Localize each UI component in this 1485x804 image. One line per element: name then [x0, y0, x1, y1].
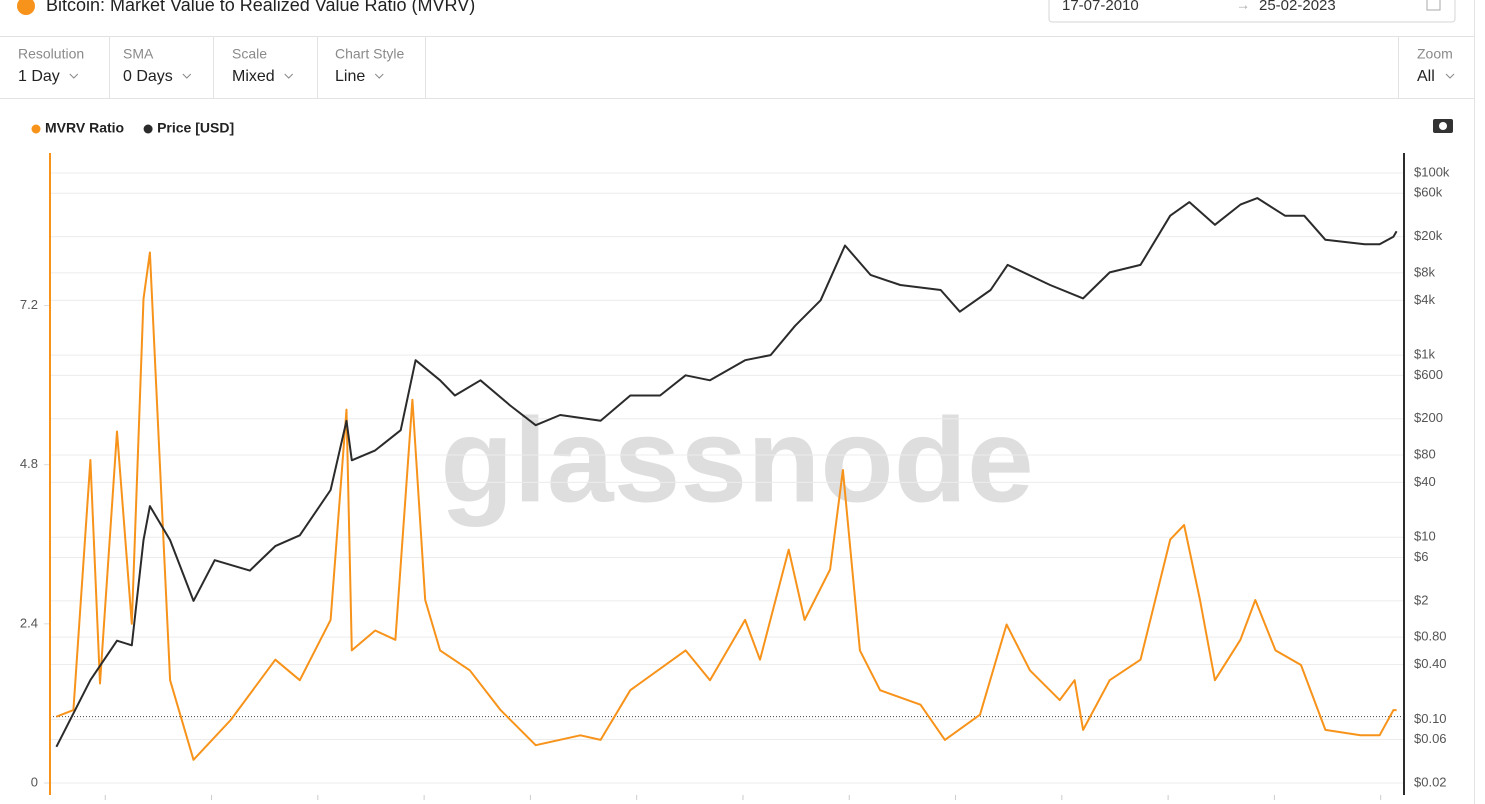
chevron — [182, 73, 192, 79]
y2-tick-label: $20k — [1414, 228, 1443, 243]
x-tick-label: 2020 — [1047, 801, 1076, 804]
y2-tick-label: $200 — [1414, 410, 1443, 425]
date-to[interactable]: 25-02-2023 — [1259, 0, 1336, 14]
legend-marker — [143, 124, 153, 134]
arrow: → — [1236, 0, 1250, 13]
x-tick-label: 2015 — [516, 801, 545, 804]
x-tick-label: 2013 — [303, 801, 332, 804]
x-tick-label: 2023 — [1366, 801, 1395, 804]
y-tick-label: 2.4 — [20, 615, 38, 630]
y2-tick-label: $80 — [1414, 446, 1436, 461]
legend-label[interactable]: Price [USD] — [157, 120, 234, 136]
y2-tick-label: $100k — [1414, 164, 1450, 179]
x-tick-label: 2017 — [729, 801, 758, 804]
y2-tick-label: $4k — [1414, 292, 1435, 307]
control-label: Scale — [232, 46, 267, 62]
y2-tick-label: $600 — [1414, 367, 1443, 382]
zoom-label: Zoom — [1417, 46, 1453, 62]
legend-label[interactable]: MVRV Ratio — [45, 120, 124, 136]
y2-tick-label: $10 — [1414, 529, 1436, 544]
y2-tick-label: $6 — [1414, 549, 1428, 564]
control-value[interactable]: 0 Days — [123, 68, 173, 85]
chevron — [284, 73, 294, 79]
control-value[interactable]: 1 Day — [18, 68, 60, 85]
x-tick-label: 2018 — [835, 801, 864, 804]
y-tick-label: 4.8 — [20, 456, 38, 471]
control-label: SMA — [123, 46, 154, 62]
bitcoin-icon — [17, 0, 35, 15]
chevron — [374, 73, 384, 79]
page-title: Bitcoin: Market Value to Realized Value … — [46, 0, 475, 15]
y-tick-label: 0 — [31, 774, 38, 789]
y2-tick-label: $1k — [1414, 347, 1435, 362]
y2-tick-label: $40 — [1414, 474, 1436, 489]
watermark: glassnode — [440, 394, 1034, 528]
y2-tick-label: $0.06 — [1414, 731, 1447, 746]
y2-tick-label: $0.10 — [1414, 711, 1447, 726]
camera-lens — [1439, 122, 1447, 130]
y2-tick-label: $0.40 — [1414, 656, 1447, 671]
x-tick-label: 2016 — [622, 801, 651, 804]
legend-marker — [31, 124, 41, 134]
x-tick-label: 2014 — [410, 801, 439, 804]
control-value[interactable]: Mixed — [232, 68, 275, 85]
x-tick-label: 2021 — [1154, 801, 1183, 804]
x-tick-label: 2022 — [1260, 801, 1289, 804]
chevron — [69, 73, 79, 79]
series-line — [55, 197, 1398, 748]
y-tick-label: 7.2 — [20, 297, 38, 312]
x-tick-label: 2011 — [91, 801, 119, 804]
series-line — [56, 251, 1397, 761]
x-tick-label: 2012 — [197, 801, 226, 804]
control-value[interactable]: Line — [335, 68, 365, 85]
x-tick-label: 2019 — [941, 801, 970, 804]
control-label: Resolution — [18, 46, 84, 62]
calendar-icon[interactable] — [1426, 0, 1441, 11]
y2-tick-label: $60k — [1414, 185, 1443, 200]
control-label: Chart Style — [335, 46, 404, 62]
y2-tick-label: $2 — [1414, 592, 1428, 607]
y2-tick-label: $8k — [1414, 264, 1435, 279]
zoom-value[interactable]: All — [1417, 68, 1435, 85]
y2-tick-label: $0.80 — [1414, 629, 1447, 644]
y2-tick-label: $0.02 — [1414, 774, 1447, 789]
date-range[interactable] — [1048, 0, 1456, 23]
chevron — [1445, 73, 1455, 79]
date-from[interactable]: 17-07-2010 — [1062, 0, 1139, 14]
